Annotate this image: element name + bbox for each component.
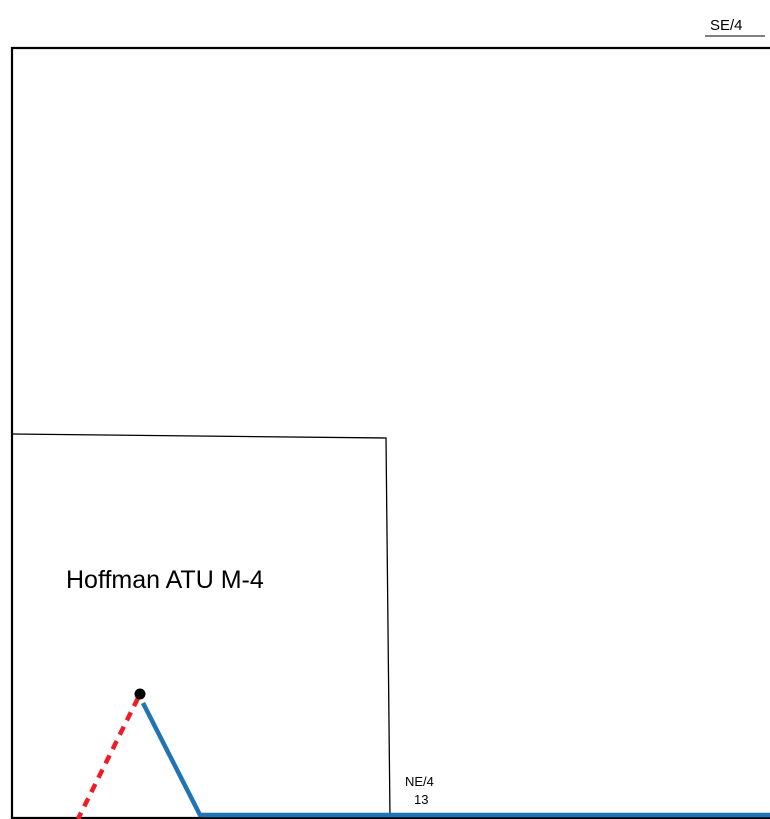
parcel-name-label: Hoffman ATU M-4 [66, 566, 264, 594]
quarter-label-se4: SE/4 [710, 17, 743, 34]
pipeline-solid [140, 701, 770, 818]
section-boundary [10, 46, 770, 819]
parcel-boundary [11, 433, 391, 819]
section-number-label: 13 [414, 792, 428, 807]
well-point-marker [134, 688, 146, 700]
quarter-label-ne4: NE/4 [405, 774, 434, 789]
pipeline-dashed [75, 697, 141, 819]
